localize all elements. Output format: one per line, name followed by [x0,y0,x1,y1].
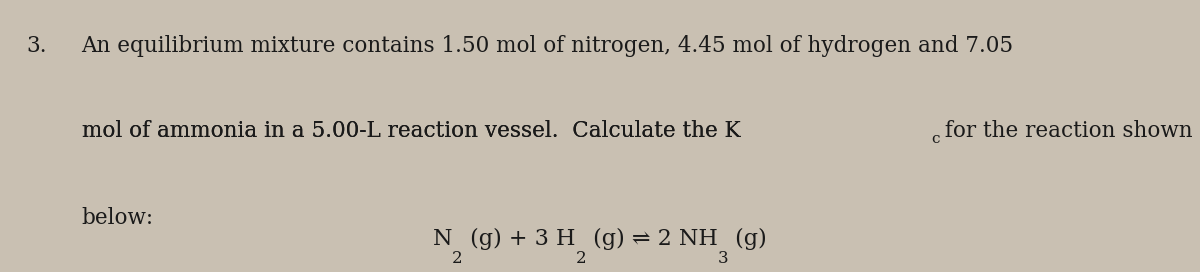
Text: (g): (g) [728,228,767,251]
Text: c: c [931,132,940,146]
Text: 2: 2 [452,250,463,267]
Text: for the reaction shown: for the reaction shown [938,120,1193,142]
Text: 3.: 3. [26,35,47,57]
Text: below:: below: [82,207,154,229]
Text: 3: 3 [718,250,728,267]
Text: An equilibrium mixture contains 1.50 mol of nitrogen, 4.45 mol of hydrogen and 7: An equilibrium mixture contains 1.50 mol… [82,35,1014,57]
Text: mol of ammonia in a 5.00-L reaction vessel.  Calculate the K: mol of ammonia in a 5.00-L reaction vess… [82,120,740,142]
Text: (g) + 3 H: (g) + 3 H [463,228,575,251]
Text: 2: 2 [575,250,586,267]
Text: mol of ammonia in a 5.00-L reaction vessel.  Calculate the K: mol of ammonia in a 5.00-L reaction vess… [82,120,740,142]
Text: N: N [433,228,452,250]
Text: (g) ⇌ 2 NH: (g) ⇌ 2 NH [586,228,718,251]
